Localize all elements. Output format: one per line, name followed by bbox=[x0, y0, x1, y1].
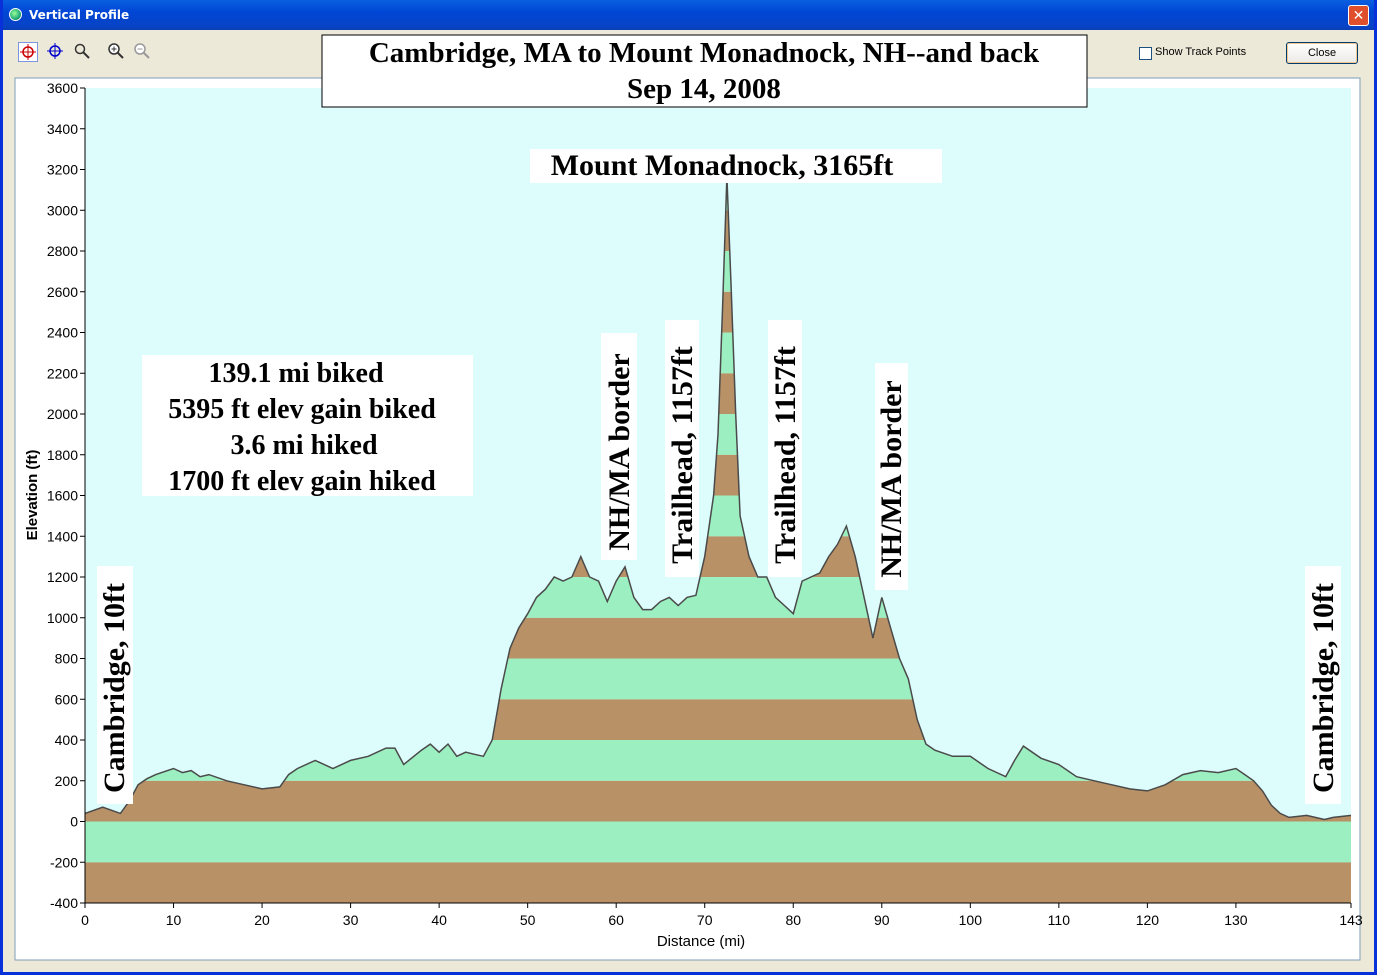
show-track-points-checkbox[interactable] bbox=[1139, 47, 1152, 60]
annotation-summit: Mount Monadnock, 3165ft bbox=[551, 149, 894, 182]
close-button[interactable]: Close bbox=[1286, 42, 1358, 64]
y-tick-label: -400 bbox=[50, 895, 78, 911]
annotation-trailhead-down: Trailhead, 1157ft bbox=[769, 346, 802, 564]
y-tick-label: 400 bbox=[55, 732, 79, 748]
x-axis-label: Distance (mi) bbox=[657, 933, 745, 950]
x-tick-label: 90 bbox=[874, 912, 890, 928]
x-tick-label: 70 bbox=[697, 912, 713, 928]
annotation-cambridge-end: Cambridge, 10ft bbox=[1307, 583, 1340, 793]
chart-title-box bbox=[321, 34, 1088, 108]
elevation-band bbox=[85, 821, 1351, 863]
zoom-box-icon[interactable] bbox=[72, 42, 92, 62]
y-tick-label: -200 bbox=[50, 854, 78, 870]
elevation-band bbox=[85, 862, 1351, 903]
x-tick-label: 100 bbox=[959, 912, 983, 928]
stat-hiked-distance: 3.6 mi hiked bbox=[230, 430, 377, 461]
x-axis-ticks: 0 10 20 30 40 50 60 70 80 90 100 110 120 130 143 bbox=[81, 903, 1363, 928]
y-tick-label: 200 bbox=[55, 773, 79, 789]
zoom-in-icon[interactable] bbox=[106, 42, 126, 62]
x-tick-label: 110 bbox=[1048, 912, 1071, 928]
x-tick-label: 143 bbox=[1339, 912, 1363, 928]
y-tick-label: 1000 bbox=[47, 610, 78, 626]
y-axis-label: Elevation (ft) bbox=[24, 450, 41, 541]
y-tick-label: 2000 bbox=[47, 406, 78, 422]
chart-title: Cambridge, MA to Mount Monadnock, NH--an… bbox=[369, 37, 1040, 69]
title-bar[interactable]: Vertical Profile ✕ bbox=[3, 0, 1374, 30]
y-tick-label: 3200 bbox=[47, 162, 78, 178]
y-tick-label: 1600 bbox=[47, 488, 78, 504]
annotation-box-trailhead-up bbox=[665, 320, 699, 577]
y-axis-ticks: -400 -200 0 200 400 600 800 1000 1200 1400 1600 180… bbox=[47, 80, 85, 911]
stat-biked-distance: 139.1 mi biked bbox=[208, 358, 383, 389]
annotation-box-cambridge-end bbox=[1305, 566, 1341, 804]
stats-box bbox=[142, 355, 473, 496]
pan-icon[interactable] bbox=[45, 42, 65, 62]
y-tick-label: 1200 bbox=[47, 569, 78, 585]
annotation-box-cambridge-start bbox=[97, 566, 133, 804]
zoom-out-icon[interactable] bbox=[132, 42, 152, 62]
y-tick-label: 3400 bbox=[47, 121, 78, 137]
x-tick-label: 10 bbox=[166, 912, 182, 928]
x-tick-label: 60 bbox=[608, 912, 624, 928]
x-tick-label: 20 bbox=[254, 912, 270, 928]
chart-subtitle: Sep 14, 2008 bbox=[627, 73, 781, 105]
stat-hiked-gain: 1700 ft elev gain hiked bbox=[168, 466, 436, 497]
window-close-button[interactable]: ✕ bbox=[1348, 5, 1369, 26]
annotation-cambridge-start: Cambridge, 10ft bbox=[98, 583, 131, 793]
y-tick-label: 3600 bbox=[47, 80, 78, 96]
window-title: Vertical Profile bbox=[29, 8, 130, 22]
select-icon[interactable] bbox=[18, 42, 38, 62]
y-tick-label: 2800 bbox=[47, 243, 78, 259]
y-tick-label: 2200 bbox=[47, 365, 78, 381]
y-tick-label: 2600 bbox=[47, 284, 78, 300]
annotation-box-border-south bbox=[875, 363, 908, 590]
app-icon bbox=[9, 8, 22, 21]
y-tick-label: 1400 bbox=[47, 528, 78, 544]
x-tick-label: 0 bbox=[81, 912, 89, 928]
x-tick-label: 130 bbox=[1224, 912, 1248, 928]
y-tick-label: 800 bbox=[55, 651, 79, 667]
y-tick-label: 1800 bbox=[47, 447, 78, 463]
annotation-box-border-north bbox=[601, 333, 637, 560]
y-tick-label: 600 bbox=[55, 691, 79, 707]
summit-label-box bbox=[530, 149, 942, 183]
y-tick-label: 0 bbox=[70, 814, 78, 830]
x-tick-label: 40 bbox=[431, 912, 447, 928]
x-tick-label: 80 bbox=[785, 912, 801, 928]
stat-biked-gain: 5395 ft elev gain biked bbox=[168, 394, 436, 425]
x-tick-label: 30 bbox=[343, 912, 359, 928]
x-tick-label: 120 bbox=[1136, 912, 1160, 928]
annotation-border-north: NH/MA border bbox=[603, 353, 636, 550]
y-tick-label: 3000 bbox=[47, 202, 78, 218]
x-tick-label: 50 bbox=[520, 912, 536, 928]
elevation-line bbox=[84, 176, 1352, 821]
show-track-points-label: Show Track Points bbox=[1155, 46, 1247, 58]
annotation-border-south: NH/MA border bbox=[875, 380, 908, 577]
y-tick-label: 2400 bbox=[47, 325, 78, 341]
annotation-trailhead-up: Trailhead, 1157ft bbox=[666, 346, 699, 564]
annotation-box-trailhead-down bbox=[768, 320, 802, 577]
